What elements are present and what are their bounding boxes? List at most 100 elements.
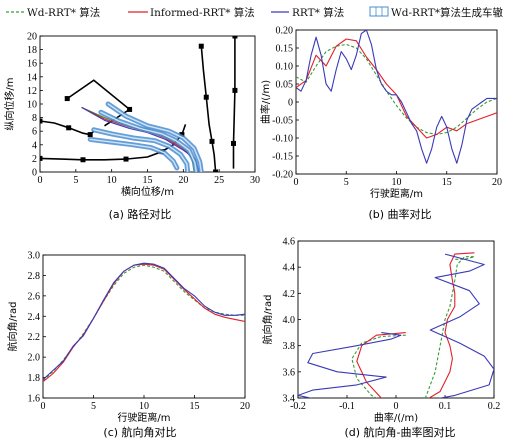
- y-tick-label: 4.0: [283, 315, 296, 326]
- plot-frame-b: [295, 29, 498, 175]
- x-tick-label: 0: [38, 175, 43, 186]
- y-tick-label: 6: [32, 127, 37, 138]
- series-wd-rrt-line: [296, 43, 497, 135]
- y-tick-label: 14: [27, 72, 37, 83]
- y-tick-label: 0.10: [276, 62, 294, 73]
- legend: Wd-RRT* 算法 Informed-RRT* 算法 RRT* 算法 Wd-R…: [6, 6, 503, 19]
- plot-frame-d: [297, 240, 495, 399]
- series-informed-rrt-loop: [356, 332, 406, 398]
- y-tick-label: 8: [32, 113, 37, 124]
- rut-band-center: [100, 111, 197, 172]
- y-tick-label: 4.4: [283, 263, 296, 274]
- x-axis-label: 行驶距离/m: [117, 411, 170, 424]
- legend-rut-label: Wd-RRT*算法生成车辙: [391, 6, 503, 19]
- x-tick-label: 20: [492, 177, 502, 188]
- y-tick-label: 12: [27, 86, 37, 97]
- x-tick-label: 15: [190, 401, 200, 412]
- y-tick-label: -0.05: [272, 116, 293, 127]
- y-tick-label: 0: [32, 168, 37, 179]
- x-tick-label: 25: [214, 175, 224, 186]
- y-tick-label: 10: [27, 100, 37, 111]
- y-tick-label: 2.6: [28, 291, 41, 302]
- rut-band-center: [107, 103, 202, 172]
- y-tick-label: 2.4: [28, 312, 41, 323]
- rut-band-center: [93, 129, 189, 172]
- series-wd-rrt-line: [43, 264, 245, 382]
- series-rrt-line: [43, 262, 245, 381]
- x-tick-label: 20: [240, 401, 250, 412]
- x-tick-label: 15: [143, 175, 153, 186]
- series-informed-rrt-line: [428, 252, 475, 398]
- legend-informed-rrt-label: Informed-RRT* 算法: [150, 6, 255, 19]
- panel-a: 0 5 10 15 20 25 3002468101214161820横向位移/m纵向位移/…: [3, 32, 260, 222]
- y-tick-label: -0.10: [272, 134, 293, 145]
- y-tick-label: 1.8: [28, 373, 41, 384]
- y-tick-label: 3.0: [28, 251, 41, 262]
- obstacle-marker: [213, 169, 219, 172]
- obstacle-marker: [232, 36, 238, 39]
- y-tick-label: 18: [27, 45, 37, 56]
- y-tick-label: 2.8: [28, 271, 41, 282]
- x-axis-label: 行驶距离/m: [370, 187, 423, 200]
- y-tick-label: 3.8: [283, 341, 296, 352]
- y-tick-label: 3.6: [283, 367, 296, 378]
- series-rrt-line: [298, 253, 494, 398]
- y-tick-label: 4.2: [283, 289, 296, 300]
- y-tick-label: 0.05: [276, 80, 294, 91]
- obstacle-marker: [123, 156, 129, 162]
- obstacle-marker: [198, 43, 204, 49]
- obstacle-marker: [40, 155, 43, 161]
- y-axis-label: 航向角/rad: [6, 302, 19, 352]
- x-tick-label: 5: [344, 177, 349, 188]
- obstacle-marker: [209, 138, 215, 144]
- x-tick-label: 0: [294, 177, 299, 188]
- obstacle-marker: [80, 157, 86, 163]
- obstacle-marker: [127, 106, 133, 112]
- x-tick-label: 10: [392, 177, 402, 188]
- y-tick-label: 2.0: [28, 353, 41, 364]
- y-tick-label: -0.20: [272, 170, 293, 181]
- x-tick-label: -0.1: [339, 401, 355, 412]
- y-tick-label: -0.15: [272, 152, 293, 163]
- obstacle-marker: [64, 96, 70, 102]
- plot-area-d: [298, 252, 494, 398]
- obstacle-marker: [87, 132, 93, 138]
- series-informed-rrt-line: [296, 38, 497, 139]
- plot-area-c: [43, 262, 245, 383]
- series-wd-rrt-line: [423, 256, 475, 398]
- x-tick-label: 0.2: [488, 401, 501, 412]
- panel-caption: (d) 航向角-曲率图对比: [344, 425, 455, 439]
- panel-d: -0.2 -0.1 0 0.1 0.2 3.4 3.6 3.8 4.0 4.2 4.4 4.6 曲率/(…: [261, 237, 500, 440]
- obstacle-marker: [40, 118, 43, 124]
- y-tick-label: 0.15: [276, 44, 294, 55]
- y-axis-label: 曲率/(/m): [259, 80, 272, 124]
- panel-caption: (a) 路径对比: [109, 207, 172, 221]
- x-tick-label: 5: [91, 401, 96, 412]
- x-tick-label: 0: [394, 401, 399, 412]
- legend-wd-rrt-label: Wd-RRT* 算法: [27, 6, 100, 19]
- obstacle-marker: [66, 125, 72, 131]
- x-tick-label: 20: [178, 175, 188, 186]
- series-wd-rrt-loop: [351, 334, 406, 398]
- obstacle-right-outer-wall: [232, 36, 236, 169]
- y-tick-label: 0.20: [276, 26, 294, 37]
- plot-frame-a: [39, 35, 256, 173]
- y-tick-label: 0: [288, 98, 293, 109]
- plot-area-a: [40, 36, 238, 172]
- x-tick-label: 5: [73, 175, 78, 186]
- panel-caption: (b) 曲率对比: [368, 207, 431, 221]
- x-axis-label: 曲率/(/m): [374, 411, 418, 424]
- y-tick-label: 2.2: [28, 332, 41, 343]
- obstacle-marker: [232, 87, 238, 93]
- x-tick-label: 0.1: [439, 401, 452, 412]
- y-tick-label: 20: [27, 32, 37, 43]
- panel-caption: (c) 航向角对比: [103, 425, 176, 439]
- y-axis-label: 纵向位移/m: [3, 77, 16, 130]
- x-tick-label: 0: [41, 401, 46, 412]
- obstacle-marker: [231, 140, 236, 146]
- plot-frame-c: [42, 254, 246, 399]
- y-tick-label: 2: [32, 154, 37, 165]
- y-tick-label: 1.6: [28, 394, 41, 405]
